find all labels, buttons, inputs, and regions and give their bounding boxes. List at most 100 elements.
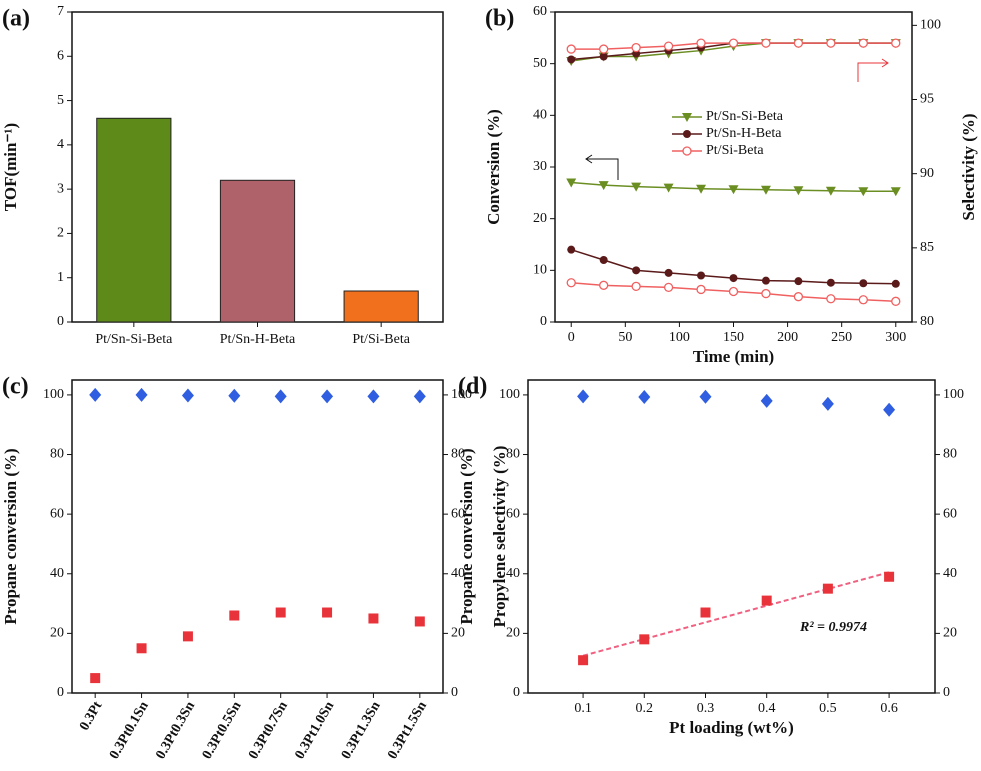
y2-tick-label: 0 (451, 685, 458, 700)
annotation: R² = 0.9974 (799, 620, 867, 635)
marker (664, 268, 673, 277)
marker (663, 41, 674, 51)
x-axis-label: Time (min) (693, 347, 774, 366)
x-tick-label: Pt/Sn-Si-Beta (95, 332, 173, 347)
y2-tick-label: 60 (943, 506, 957, 521)
marker (858, 187, 869, 197)
y-axis-label: Propane conversion (%) (1, 448, 20, 624)
x-tick-label: 0.3Pt0.3Sn (153, 699, 198, 762)
marker (761, 595, 772, 606)
marker (229, 610, 240, 621)
bar (343, 290, 419, 323)
y2-tick-label: 80 (943, 447, 957, 462)
marker (891, 38, 901, 48)
marker (566, 178, 577, 188)
x-axis-label: Pt loading (wt%) (669, 718, 794, 737)
y-tick-label: 50 (533, 56, 547, 71)
y-tick-label: 60 (50, 506, 64, 521)
marker (891, 279, 900, 288)
y-tick-label: 3 (57, 181, 64, 196)
marker (700, 607, 711, 618)
y-tick-label: 100 (43, 387, 64, 402)
x-tick-label: 0.3Pt0.5Sn (200, 699, 245, 762)
y-tick-label: 20 (50, 626, 64, 641)
marker (321, 389, 334, 404)
marker (728, 185, 739, 195)
legend-label: Pt/Si-Beta (706, 143, 764, 158)
marker (414, 616, 425, 627)
x-tick-label: 50 (618, 330, 632, 345)
x-tick-label: 0.4 (758, 701, 776, 716)
marker (632, 266, 641, 275)
arrow (585, 154, 619, 180)
marker (699, 389, 712, 404)
x-tick-label: 0 (568, 330, 575, 345)
y2-tick-label: 40 (943, 566, 957, 581)
x-tick-label: Pt/Si-Beta (352, 332, 410, 347)
y-tick-label: 40 (50, 566, 64, 581)
marker (90, 673, 101, 684)
y2-axis-label: Selectivity (%) (959, 113, 978, 220)
panel-label: (a) (2, 6, 30, 32)
legend-label: Pt/Sn-Si-Beta (706, 109, 784, 124)
legend-label: Pt/Sn-H-Beta (706, 126, 782, 141)
y2-tick-label: 80 (451, 447, 465, 462)
marker (567, 245, 576, 254)
x-tick-label: 0.3 (697, 701, 715, 716)
bar (219, 179, 296, 323)
marker (826, 294, 836, 304)
x-tick-label: 0.3Pt1.0Sn (292, 699, 337, 762)
y2-tick-label: 90 (920, 166, 934, 181)
x-tick-label: 0.1 (574, 701, 592, 716)
marker (638, 389, 651, 404)
y2-tick-label: 100 (943, 387, 964, 402)
marker (761, 288, 771, 299)
y2-tick-label: 0 (943, 685, 950, 700)
marker (825, 186, 836, 196)
marker (663, 183, 674, 193)
fit-line (582, 571, 890, 657)
marker (826, 278, 835, 287)
marker (822, 583, 833, 594)
marker (368, 613, 379, 624)
y-axis-label: TOF(min⁻¹) (1, 123, 20, 211)
marker (631, 182, 642, 192)
marker (728, 38, 739, 48)
panel-label: (c) (2, 374, 29, 400)
x-tick-label: 0.2 (636, 701, 654, 716)
marker (682, 146, 692, 156)
marker (826, 38, 836, 48)
marker (567, 55, 576, 64)
marker (858, 295, 868, 305)
marker (884, 571, 895, 582)
y-tick-label: 1 (57, 270, 64, 285)
marker (413, 389, 426, 404)
marker (578, 655, 589, 666)
marker (663, 282, 674, 293)
y-tick-label: 0 (513, 685, 520, 700)
panel-label: (b) (485, 6, 514, 32)
marker (599, 280, 609, 290)
y2-tick-label: 100 (920, 18, 941, 33)
y-tick-label: 0 (57, 314, 64, 329)
y-tick-label: 7 (57, 4, 64, 19)
marker (794, 277, 803, 286)
marker (322, 607, 333, 618)
marker (793, 38, 804, 48)
marker (858, 38, 868, 48)
x-tick-label: 0.3Pt1.5Sn (385, 699, 430, 762)
marker (696, 38, 706, 48)
y-tick-label: 4 (57, 137, 64, 152)
marker (599, 52, 608, 61)
x-tick-label: 100 (669, 330, 690, 345)
marker (181, 388, 194, 403)
marker (697, 271, 706, 280)
y2-tick-label: 100 (451, 387, 472, 402)
marker (631, 42, 641, 53)
y-axis-label: Propane conversion (%) (457, 448, 476, 624)
marker (683, 130, 691, 138)
y2-tick-label: 85 (920, 240, 934, 255)
marker (859, 279, 868, 288)
marker (761, 276, 770, 285)
bar (96, 117, 172, 323)
